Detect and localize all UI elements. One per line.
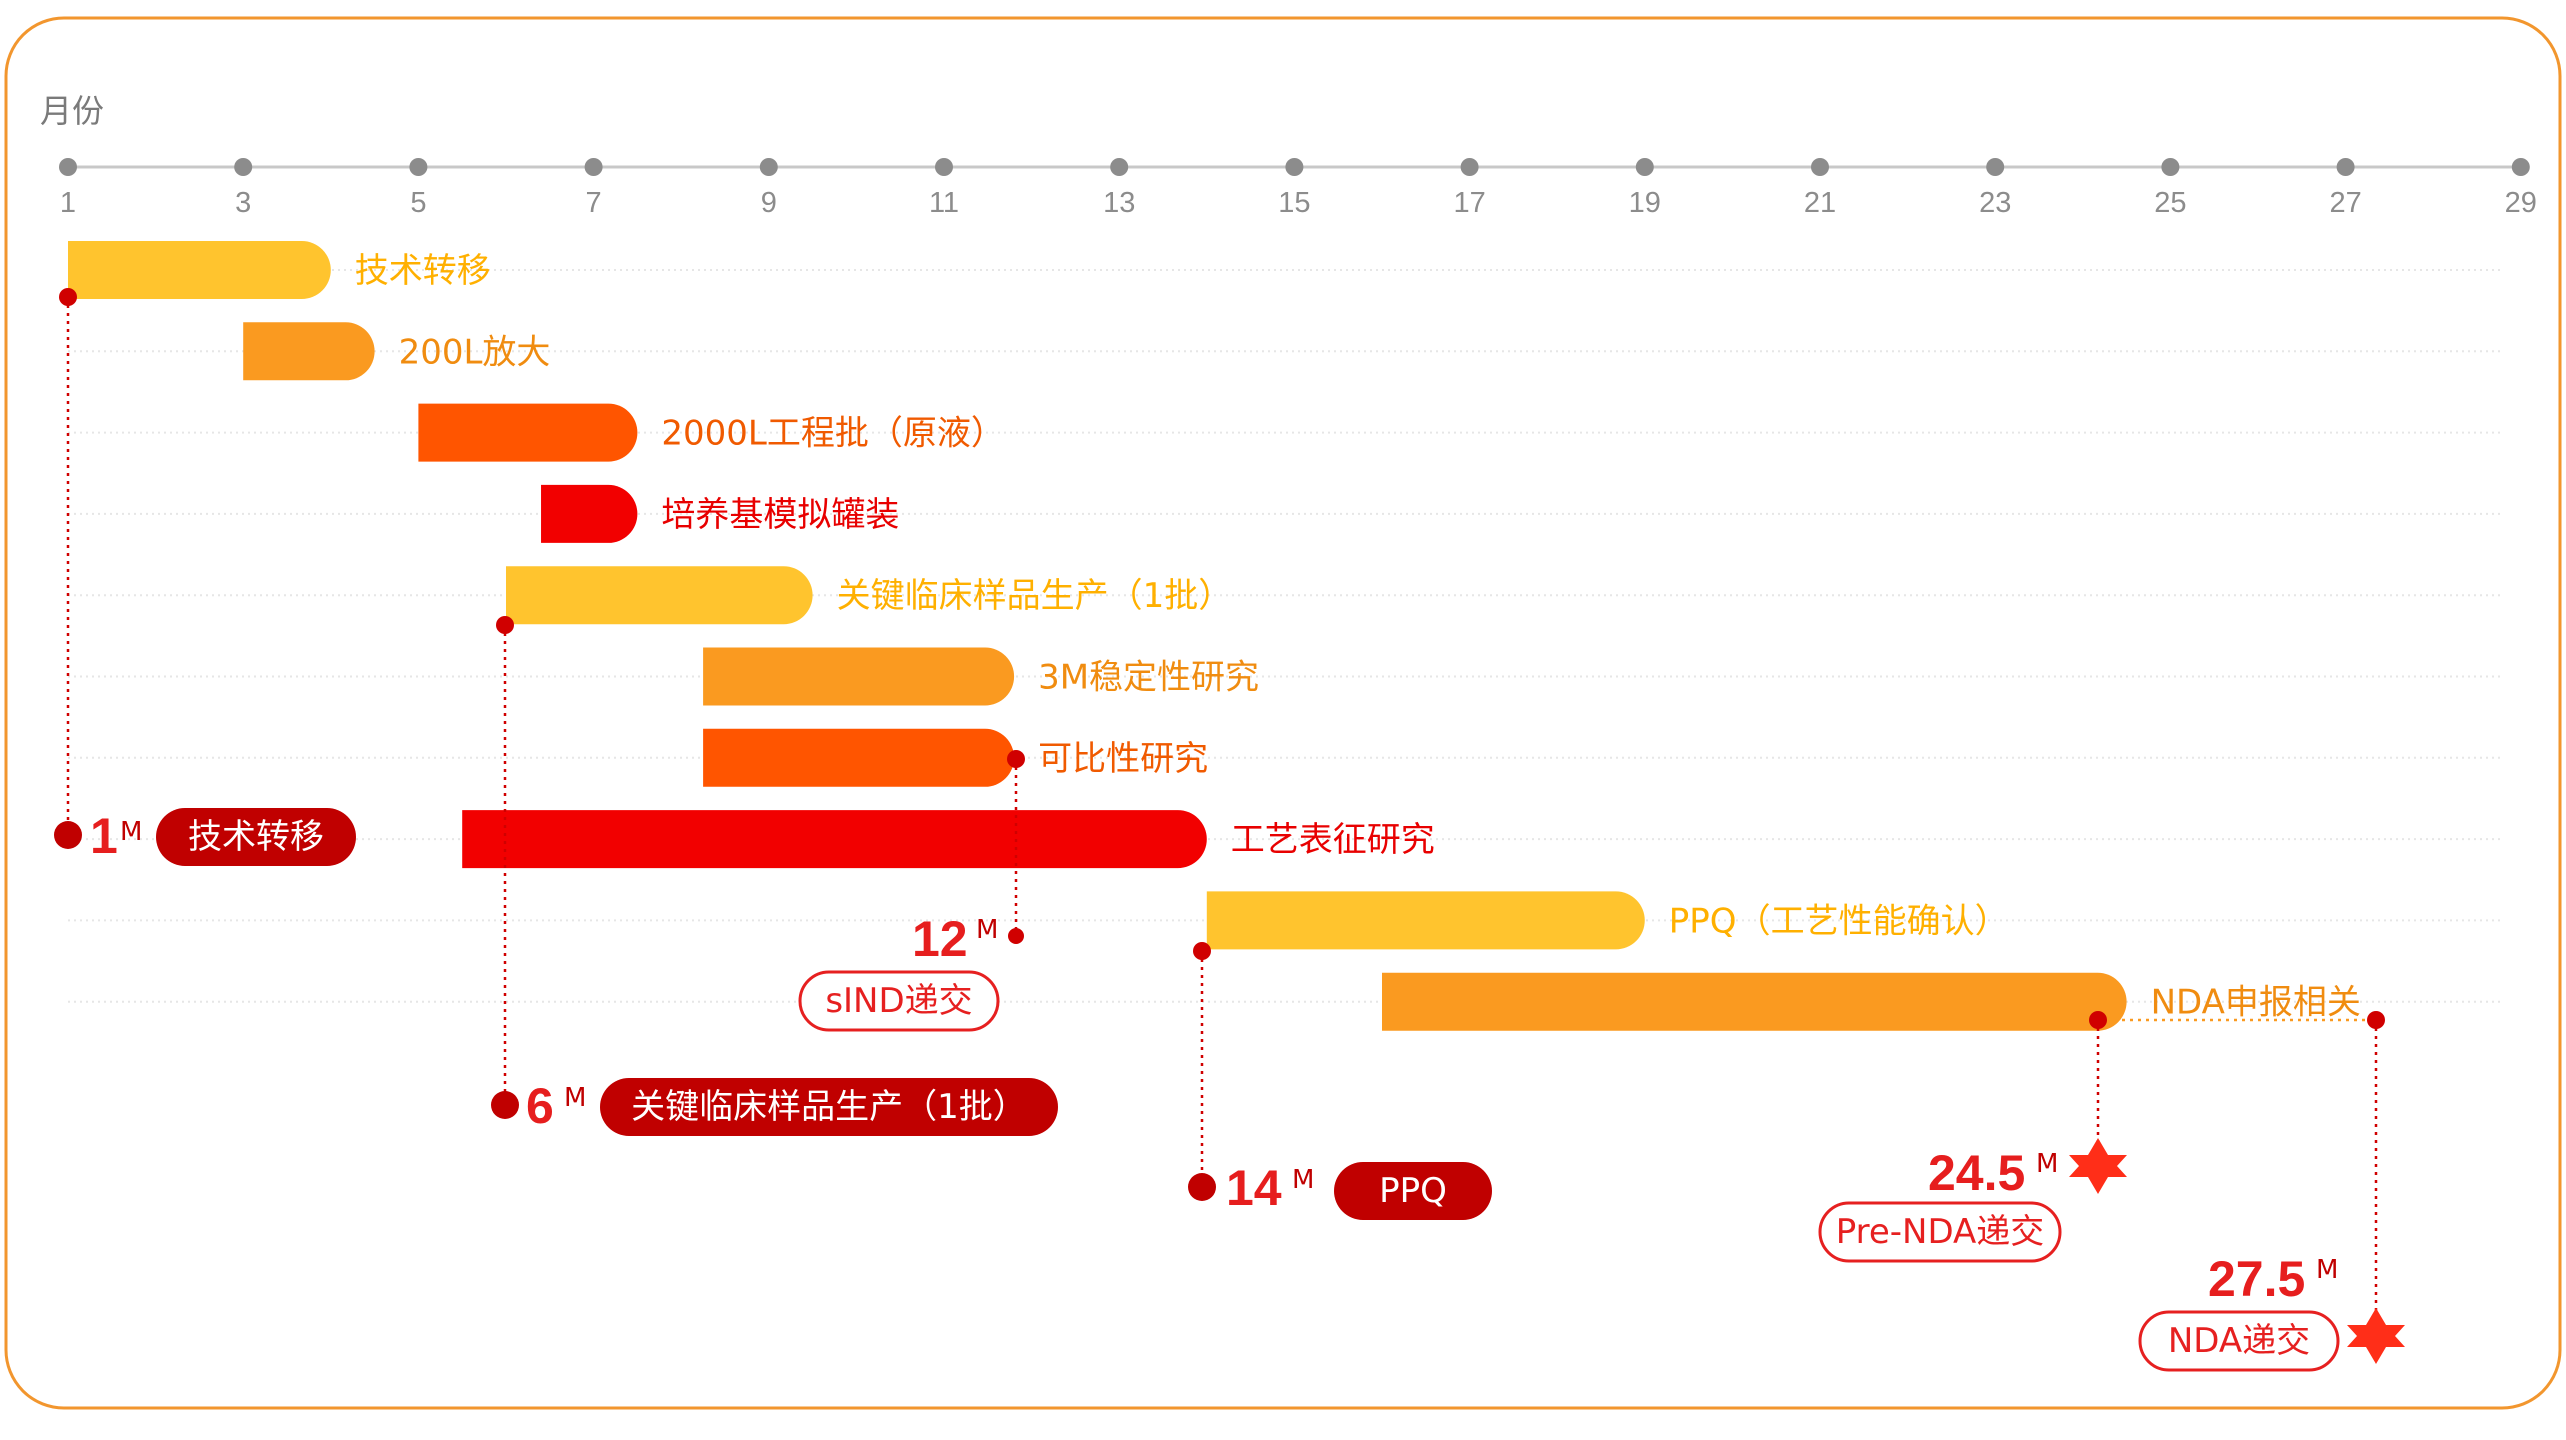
milestone-27-5m: 27.5 M NDA递交 (2138, 1251, 2405, 1372)
milestone-value: 14 (1226, 1160, 1282, 1216)
axis-title: 月份 (40, 92, 104, 130)
milestone-unit: M (2316, 1255, 2338, 1285)
axis-tick-label: 3 (235, 187, 251, 219)
task-label: 2000L工程批（原液） (661, 414, 1004, 454)
milestone-value: 6 (526, 1078, 554, 1134)
axis-tick-label: 13 (1103, 187, 1135, 219)
axis-tick-label: 29 (2505, 187, 2537, 219)
task-label: NDA申报相关 (2151, 983, 2361, 1023)
milestone-unit: M (1292, 1165, 1314, 1195)
task-label: 200L放大 (399, 332, 551, 372)
task-label: 可比性研究 (1038, 739, 1208, 779)
axis-ticks: 1 3 5 7 9 11 13 15 17 19 21 23 25 27 29 (59, 158, 2537, 219)
axis-tick-label: 23 (1979, 187, 2011, 219)
task-bar (703, 647, 1015, 706)
axis-tick-label: 21 (1804, 187, 1836, 219)
axis-tick-label: 19 (1629, 187, 1661, 219)
milestone-label: PPQ (1379, 1171, 1447, 1211)
axis-tick-label: 15 (1278, 187, 1310, 219)
milestone-label: sIND递交 (825, 981, 972, 1021)
axis-tick-dot (1285, 158, 1304, 176)
task-bar (243, 322, 375, 381)
milestone-label: 关键临床样品生产（1批） (631, 1087, 1027, 1127)
axis-tick-dot (1635, 158, 1654, 176)
milestone-unit: M (2036, 1149, 2058, 1179)
axis-tick-dot (234, 158, 253, 176)
milestone-value: 24.5 (1928, 1145, 2025, 1201)
milestone-14m: 14 M PPQ (1188, 1160, 1492, 1220)
axis-tick-label: 25 (2154, 187, 2186, 219)
milestone-label: NDA递交 (2168, 1321, 2310, 1361)
axis-tick-dot (584, 158, 603, 176)
task-bar (703, 728, 1015, 787)
task-label: 关键临床样品生产（1批） (837, 576, 1233, 616)
axis-tick-dot (1110, 158, 1129, 176)
milestone-label: 技术转移 (188, 817, 324, 857)
task-label: 培养基模拟罐装 (661, 495, 899, 535)
task-bar (1206, 891, 1645, 950)
axis-tick-dot (759, 158, 778, 176)
axis-tick-label: 5 (410, 187, 426, 219)
axis-tick-dot (409, 158, 428, 176)
star-icon (2069, 1138, 2127, 1194)
star-icon (2347, 1308, 2405, 1364)
milestone-unit: M (564, 1083, 586, 1113)
milestone-24-5m: 24.5 M Pre-NDA递交 (1818, 1138, 2127, 1263)
milestone-value: 1 (90, 808, 118, 864)
axis-tick-dot (1986, 158, 2005, 176)
axis-tick-label: 27 (2329, 187, 2361, 219)
milestone-6m: 6 M 关键临床样品生产（1批） (491, 1078, 1058, 1136)
axis-tick-dot (2336, 158, 2355, 176)
milestone-dots (59, 288, 2385, 1029)
milestone-value: 12 (912, 911, 968, 967)
milestone-value: 27.5 (2208, 1251, 2305, 1307)
axis-tick-label: 11 (929, 187, 959, 219)
axis-tick-dot (1811, 158, 1829, 176)
milestone-12m: 12 M sIND递交 (798, 911, 1000, 1032)
task-bar (541, 484, 638, 543)
task-bar (68, 241, 331, 299)
axis-tick-dot (59, 158, 77, 176)
task-bar (418, 403, 638, 462)
axis-tick-label: 1 (60, 187, 76, 219)
task-label: 工艺表征研究 (1231, 820, 1435, 860)
axis-tick-dot (1460, 158, 1479, 176)
task-bar (506, 566, 813, 625)
task-label: PPQ（工艺性能确认） (1669, 901, 2009, 941)
axis-tick-dot (935, 158, 953, 176)
task-label: 3M稳定性研究 (1038, 658, 1259, 698)
axis-tick-dot (2161, 158, 2180, 176)
milestone-1m: 1 M 技术转移 (54, 808, 356, 866)
task-bars: 技术转移 200L放大 2000L工程批（原液） 培养基模拟罐装关键临床样品生产（1批… (68, 241, 2361, 1031)
axis-tick-label: 9 (761, 187, 777, 219)
milestone-label: Pre-NDA递交 (1836, 1212, 2045, 1252)
axis-tick-label: 17 (1453, 187, 1485, 219)
axis-tick-label: 7 (586, 187, 602, 219)
task-bar (462, 810, 1207, 869)
axis-tick-dot (2511, 158, 2530, 176)
milestone-unit: M (120, 817, 142, 847)
milestone-unit: M (976, 915, 998, 945)
frame-border (4, 16, 2562, 1410)
task-bar (1382, 972, 2127, 1031)
task-label: 技术转移 (355, 251, 491, 291)
